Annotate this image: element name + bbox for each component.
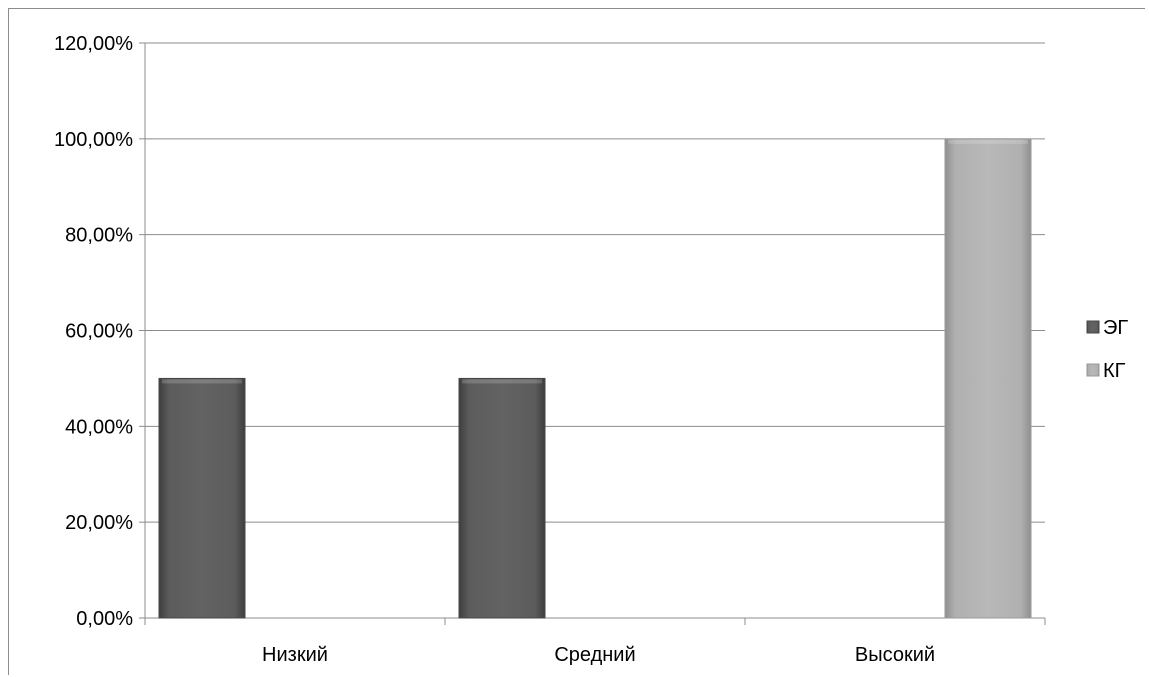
bar — [458, 377, 546, 619]
labels: 0,00% 20,00% 40,00% 60,00% 80,00% 100,00% 120,… — [54, 33, 935, 666]
bar — [158, 377, 246, 619]
y-tick-label: 40,00% — [65, 416, 133, 438]
y-tick-label: 120,00% — [54, 33, 133, 55]
axes — [139, 42, 1046, 625]
legend-swatch — [1086, 363, 1100, 377]
y-tick-label: 100,00% — [54, 129, 133, 151]
y-tick-label: 0,00% — [76, 608, 133, 630]
y-tick-label: 80,00% — [65, 225, 133, 247]
y-tick-label: 60,00% — [65, 321, 133, 343]
legend: ЭГ КГ — [1086, 317, 1128, 382]
bar-highlight — [462, 379, 542, 384]
bar — [944, 138, 1032, 619]
y-tick-label: 20,00% — [65, 512, 133, 534]
bar-highlight — [948, 139, 1028, 144]
chart-area — [8, 8, 1145, 675]
legend-label: КГ — [1103, 360, 1126, 382]
legend-swatch — [1086, 320, 1100, 334]
x-tick-label: Низкий — [262, 644, 328, 666]
grid-lines — [145, 42, 1045, 523]
legend-label: ЭГ — [1103, 317, 1128, 339]
x-tick-label: Средний — [554, 644, 635, 666]
x-tick-label: Высокий — [855, 644, 935, 666]
bar-highlight — [162, 379, 242, 384]
bars — [158, 138, 1032, 619]
